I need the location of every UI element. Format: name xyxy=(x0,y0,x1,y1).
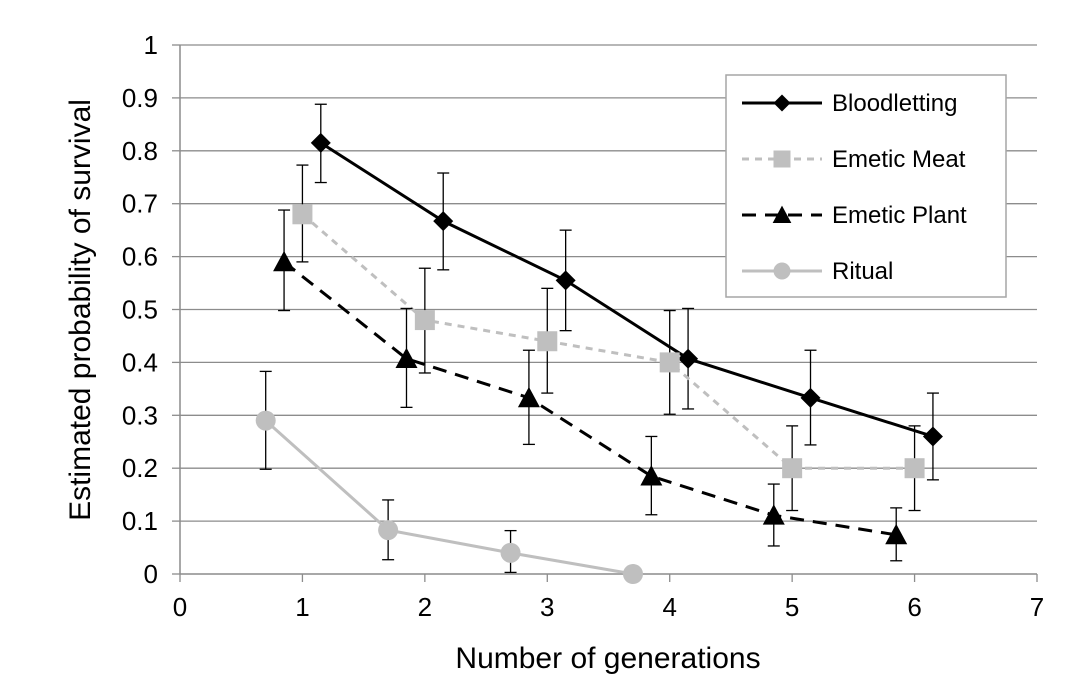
series-ritual xyxy=(255,370,643,584)
data-point-square xyxy=(659,352,680,373)
data-point-diamond xyxy=(922,426,943,447)
series-emetic-plant xyxy=(273,209,908,562)
data-point-diamond xyxy=(555,270,576,291)
legend: Bloodletting Emetic Meat Emetic Plant Ritua… xyxy=(725,74,1007,298)
series-line xyxy=(283,260,897,537)
y-tick-label: 0 xyxy=(144,559,158,589)
data-point-circle xyxy=(378,520,399,541)
x-tick-label: 1 xyxy=(295,592,309,622)
data-point-triangle xyxy=(640,465,663,486)
series-line xyxy=(301,213,915,470)
data-point-square xyxy=(414,310,435,331)
data-point-square xyxy=(292,204,313,225)
series-layer xyxy=(255,103,943,584)
data-point-triangle xyxy=(395,347,418,369)
data-point-square xyxy=(537,331,558,352)
data-point-circle xyxy=(500,542,521,563)
data-point-diamond xyxy=(800,387,821,408)
data-point-triangle xyxy=(885,523,908,545)
data-point-diamond xyxy=(310,132,331,153)
data-point-square xyxy=(904,458,925,479)
data-point-triangle xyxy=(772,205,792,223)
data-point-diamond xyxy=(433,211,454,232)
data-point-circle xyxy=(622,564,643,584)
y-tick-label: 0.1 xyxy=(122,506,158,536)
legend-label: Emetic Plant xyxy=(832,202,967,229)
y-tick-label: 0.2 xyxy=(122,453,158,483)
y-axis-label: Estimated probability of survival xyxy=(64,99,97,521)
y-tick-label: 1 xyxy=(144,30,158,60)
legend-item: Emetic Meat xyxy=(742,146,966,173)
data-point-diamond xyxy=(773,94,791,112)
series-line xyxy=(319,141,934,438)
legend-item: Bloodletting xyxy=(742,90,957,117)
x-tick-label: 2 xyxy=(418,592,432,622)
x-tick-label: 5 xyxy=(785,592,799,622)
y-tick-label: 0.4 xyxy=(122,347,158,377)
series-bloodletting xyxy=(310,103,943,481)
axes: 0 0.1 0.2 0.3 0.4 0.5 0.6 0.7 0.8 0.9 1 0 1 2 3 4 5 6 7 xyxy=(122,30,1044,622)
y-tick-label: 0.6 xyxy=(122,242,158,272)
legend-item: Emetic Plant xyxy=(742,202,967,229)
series-line xyxy=(264,419,634,576)
y-tick-label: 0.9 xyxy=(122,83,158,113)
series-emetic-meat xyxy=(292,164,925,512)
data-point-triangle xyxy=(762,504,785,525)
x-tick-label: 3 xyxy=(540,592,554,622)
data-point-triangle xyxy=(517,386,540,408)
data-point-square xyxy=(773,150,791,168)
data-point-circle xyxy=(255,410,276,431)
y-tick-label: 0.7 xyxy=(122,189,158,219)
x-axis-label: Number of generations xyxy=(455,642,760,675)
legend-label: Bloodletting xyxy=(832,90,957,117)
y-tick-label: 0.3 xyxy=(122,400,158,430)
legend-item: Ritual xyxy=(742,258,893,285)
data-point-square xyxy=(782,458,803,479)
y-tick-label: 0.8 xyxy=(122,136,158,166)
y-tick-label: 0.5 xyxy=(122,295,158,325)
data-point-diamond xyxy=(678,348,699,369)
data-point-triangle xyxy=(273,250,296,272)
legend-label: Ritual xyxy=(832,258,893,285)
x-tick-label: 6 xyxy=(907,592,921,622)
legend-box xyxy=(725,74,1007,298)
legend-label: Emetic Meat xyxy=(832,146,966,173)
x-tick-label: 4 xyxy=(662,592,676,622)
x-tick-label: 7 xyxy=(1030,592,1044,622)
x-tick-label: 0 xyxy=(173,592,187,622)
data-point-circle xyxy=(773,262,791,280)
